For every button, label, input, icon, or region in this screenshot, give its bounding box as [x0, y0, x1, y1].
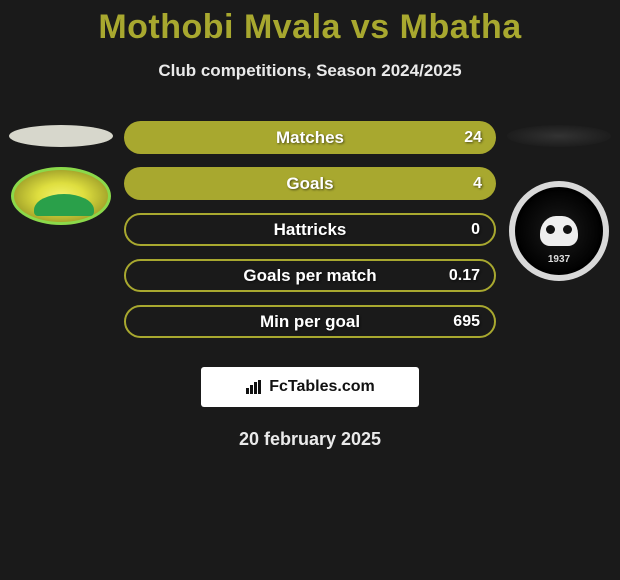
- page-title: Mothobi Mvala vs Mbatha: [0, 0, 620, 47]
- skull-icon: [540, 216, 578, 246]
- stat-value: 0: [471, 221, 480, 239]
- right-player-shadow: [507, 125, 611, 147]
- stat-bar-hattricks: Hattricks 0: [124, 213, 496, 246]
- right-team-col: 1937: [504, 121, 614, 281]
- stat-bars: Matches 24 Goals 4 Hattricks 0 Goals per…: [116, 121, 504, 351]
- comparison-row: Matches 24 Goals 4 Hattricks 0 Goals per…: [0, 121, 620, 351]
- stat-label: Min per goal: [260, 312, 360, 332]
- stat-label: Hattricks: [274, 220, 347, 240]
- left-team-crest: [11, 167, 111, 227]
- sundowns-crest-icon: [11, 167, 111, 225]
- stat-bar-goals: Goals 4: [124, 167, 496, 200]
- date-label: 20 february 2025: [0, 429, 620, 450]
- stat-bar-matches: Matches 24: [124, 121, 496, 154]
- page-subtitle: Club competitions, Season 2024/2025: [0, 61, 620, 81]
- stat-value: 24: [464, 129, 482, 147]
- left-team-col: [6, 121, 116, 227]
- bar-chart-icon: [245, 380, 263, 394]
- stat-value: 0.17: [449, 267, 480, 285]
- stat-bar-min-per-goal: Min per goal 695: [124, 305, 496, 338]
- left-player-shadow: [9, 125, 113, 147]
- stat-label: Matches: [276, 128, 344, 148]
- stat-label: Goals: [286, 174, 333, 194]
- brand-badge: FcTables.com: [201, 367, 419, 407]
- stat-value: 695: [453, 313, 480, 331]
- crest-year: 1937: [548, 254, 570, 265]
- right-team-crest: 1937: [509, 181, 609, 281]
- stat-label: Goals per match: [243, 266, 376, 286]
- pirates-crest-icon: 1937: [509, 181, 609, 281]
- stat-bar-goals-per-match: Goals per match 0.17: [124, 259, 496, 292]
- stat-value: 4: [473, 175, 482, 193]
- brand-name: FcTables.com: [269, 378, 375, 396]
